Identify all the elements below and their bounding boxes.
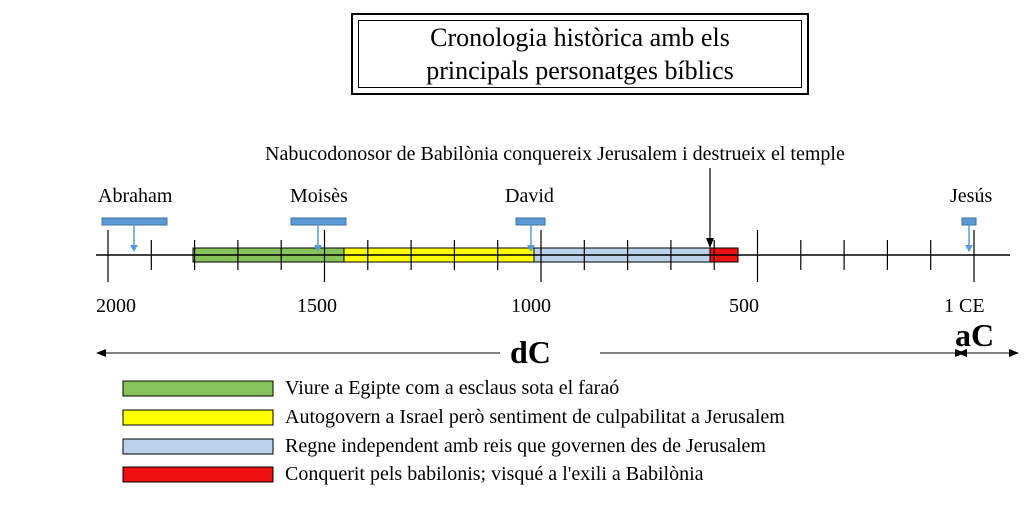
event-label: Nabucodonosor de Babilònia conquereix Je… xyxy=(265,143,845,165)
legend-swatch-red xyxy=(122,466,274,483)
person-label-david: David xyxy=(505,185,554,207)
title-line-1: Cronologia històrica amb els xyxy=(430,23,730,52)
person-label-abraham: Abraham xyxy=(98,185,173,207)
legend-text-egypt: Viure a Egipte com a esclaus sota el far… xyxy=(285,377,620,399)
marker-abraham xyxy=(101,217,168,252)
timeline-ticks xyxy=(107,230,975,282)
tick-label-1500: 1500 xyxy=(297,295,337,317)
marker-david xyxy=(515,217,546,252)
tick-label-1000: 1000 xyxy=(511,295,551,317)
era-label-ac: aC xyxy=(955,317,995,353)
title-box: Cronologia històrica amb els principals … xyxy=(351,13,809,95)
title-inner-frame: Cronologia històrica amb els principals … xyxy=(358,20,802,88)
era-label-dc: dC xyxy=(510,334,551,370)
legend-text-self-rule: Autogovern a Israel però sentiment de cu… xyxy=(285,406,785,428)
legend-swatch-green xyxy=(122,380,274,397)
legend-swatch-lightblue xyxy=(122,438,274,455)
marker-jesus xyxy=(961,217,977,252)
title-line-2: principals personatges bíblics xyxy=(426,56,734,85)
tick-label-2000: 2000 xyxy=(96,295,136,317)
legend-text-kingdom: Regne independent amb reis que governen … xyxy=(285,435,766,457)
person-label-moises: Moisès xyxy=(290,185,348,207)
marker-moises xyxy=(290,217,347,252)
person-label-jesus: Jesús xyxy=(950,185,993,207)
legend-text-exile: Conquerit pels babilonis; visqué a l'exi… xyxy=(285,463,704,485)
tick-label-500: 500 xyxy=(729,295,759,317)
legend-swatch-yellow xyxy=(122,409,274,426)
tick-label-1ce: 1 CE xyxy=(944,295,985,317)
